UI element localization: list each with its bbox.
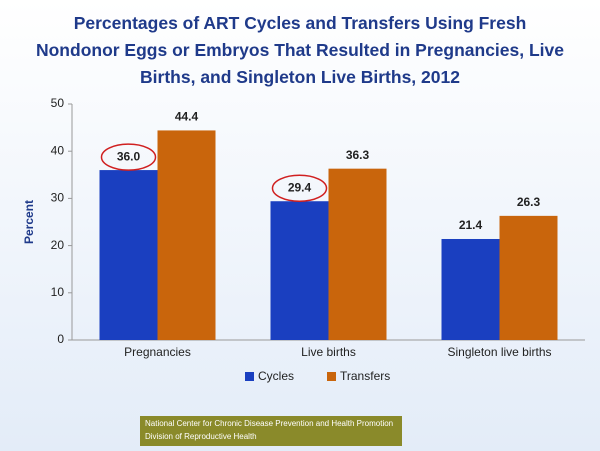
legend-swatch: [327, 372, 336, 381]
legend-label: Transfers: [340, 369, 390, 383]
legend-swatch: [245, 372, 254, 381]
y-axis-label: Percent: [22, 200, 36, 244]
value-label: 21.4: [459, 218, 483, 232]
bar: [270, 201, 329, 340]
bar: [441, 238, 500, 340]
y-tick-label: 40: [51, 143, 65, 157]
y-tick-label: 20: [51, 238, 65, 252]
footer-line: National Center for Chronic Disease Prev…: [145, 419, 393, 428]
bar: [99, 170, 158, 340]
y-tick-label: 50: [51, 96, 65, 110]
bar: [499, 215, 558, 340]
y-tick-label: 30: [51, 191, 65, 205]
y-tick-label: 0: [57, 332, 64, 346]
bar: [328, 168, 387, 340]
bar: [157, 130, 216, 340]
footer-box: [140, 416, 402, 446]
value-label: 36.0: [117, 149, 141, 163]
footer-line: Division of Reproductive Health: [145, 432, 257, 441]
value-label: 29.4: [288, 180, 312, 194]
legend-label: Cycles: [258, 369, 294, 383]
y-tick-label: 10: [51, 285, 65, 299]
highlight-circle: [100, 143, 157, 171]
x-tick-label: Pregnancies: [124, 345, 191, 359]
x-tick-label: Live births: [301, 345, 356, 359]
value-label: 26.3: [517, 195, 541, 209]
x-tick-label: Singleton live births: [447, 345, 551, 359]
value-label: 36.3: [346, 148, 370, 162]
value-label: 44.4: [175, 110, 199, 124]
chart-title: Percentages of ART Cycles and Transfers …: [35, 13, 564, 87]
highlight-circle: [271, 174, 328, 202]
